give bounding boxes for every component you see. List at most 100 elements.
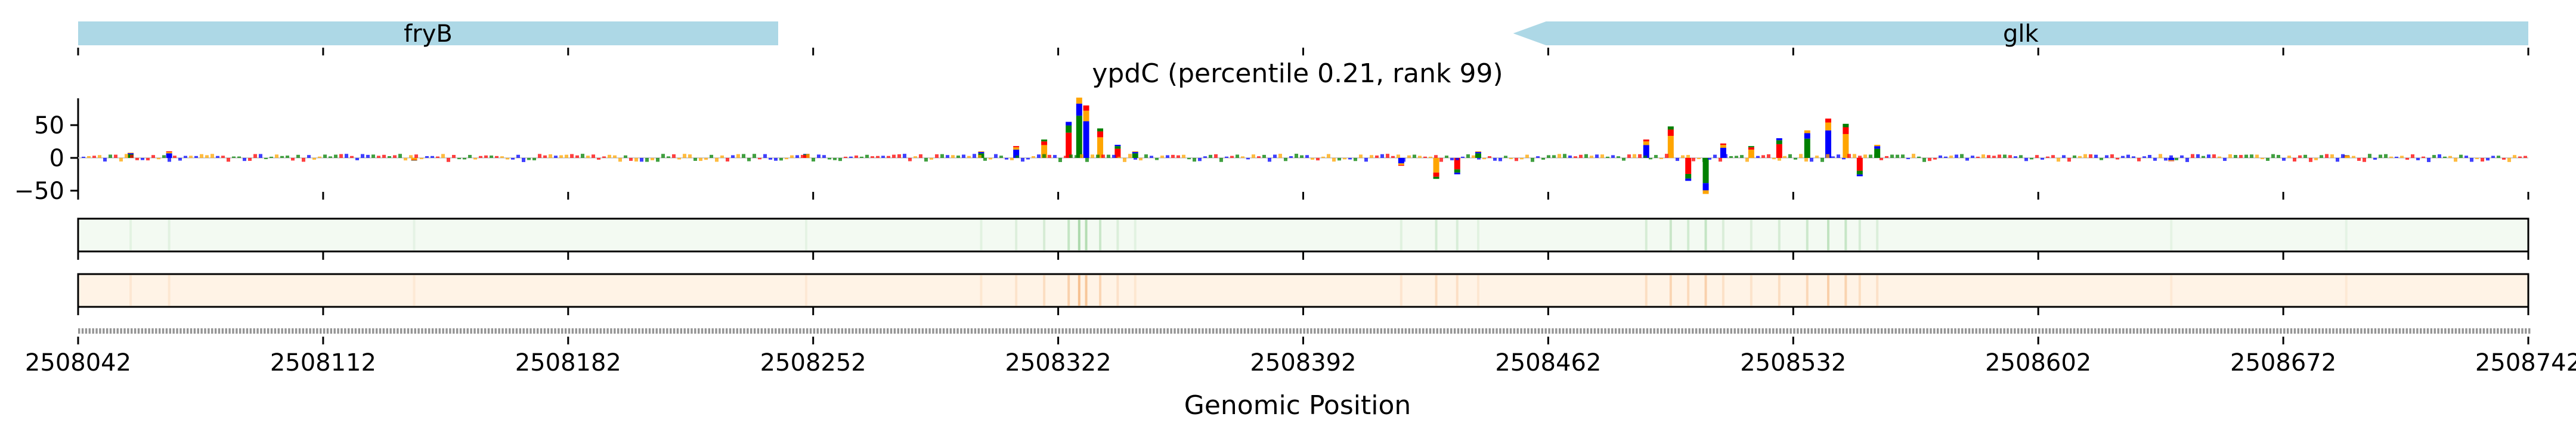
logo-noise-mark	[833, 158, 837, 160]
sequence-letter	[99, 328, 101, 334]
logo-noise-mark	[1332, 158, 1336, 162]
logo-noise-mark	[420, 158, 423, 160]
heatmap-cell	[804, 220, 807, 250]
logo-noise-mark	[1649, 158, 1652, 160]
logo-letter-A	[1066, 125, 1072, 133]
sequence-letter	[1299, 328, 1302, 334]
logo-noise-mark	[2432, 155, 2436, 158]
logo-noise-mark	[1735, 156, 1738, 158]
sequence-letter	[2272, 328, 2275, 334]
sequence-letter	[2441, 328, 2443, 334]
logo-noise-mark	[559, 155, 563, 158]
heatmap-cell	[1067, 275, 1070, 306]
sequence-letter	[2122, 328, 2125, 334]
logo-noise-mark	[924, 158, 928, 162]
logo-noise-mark	[1654, 155, 1658, 158]
logo-noise-mark	[1144, 154, 1148, 158]
gene-track-ticks	[77, 48, 2529, 55]
sequence-letter	[1292, 328, 1295, 334]
logo-noise-mark	[511, 158, 515, 160]
sequence-letter	[1905, 328, 1908, 334]
logo-noise-mark	[1600, 154, 1604, 158]
sequence-letter	[767, 328, 770, 334]
logo-noise-mark	[1300, 155, 1304, 158]
logo-noise-mark	[667, 156, 670, 158]
sequence-letter	[1559, 328, 1561, 334]
sequence-letter	[1912, 328, 1915, 334]
logo-noise-mark	[490, 156, 493, 158]
sequence-letter	[970, 328, 973, 334]
sequence-letter	[501, 328, 504, 334]
sequence-letter	[1821, 328, 1823, 334]
logo-noise-mark	[232, 156, 236, 158]
logo-noise-mark	[742, 154, 745, 158]
sequence-letter	[750, 328, 753, 334]
sequence-letter	[2083, 328, 2086, 334]
heatmap-cell	[980, 220, 983, 250]
logo-noise-mark	[1048, 154, 1051, 158]
heatmap-cell	[1687, 220, 1690, 250]
logo-noise-mark	[1622, 158, 1626, 161]
logo-y-tick-label: 0	[49, 145, 64, 172]
sequence-letter	[1898, 328, 1900, 334]
sequence-letter	[659, 328, 661, 334]
logo-letter-G	[2168, 160, 2175, 161]
logo-noise-mark	[779, 158, 783, 161]
sequence-letter	[2014, 328, 2016, 334]
logo-letter-T	[1776, 144, 1782, 158]
sequence-letter	[208, 328, 210, 334]
sequence-letter	[1306, 328, 1309, 334]
sequence-letter	[2244, 328, 2247, 334]
sequence-letter	[92, 328, 94, 334]
sequence-letter	[711, 328, 714, 334]
logo-noise-mark	[994, 154, 998, 158]
logo-noise-mark	[1321, 156, 1325, 158]
sequence-letter	[2346, 328, 2349, 334]
sequence-letter	[603, 328, 605, 334]
sequence-letter	[365, 328, 367, 334]
sequence-letter	[1373, 328, 1376, 334]
logo-noise-mark	[822, 155, 826, 158]
sequence-letter	[379, 328, 382, 334]
sequence-letter	[1730, 328, 1733, 334]
sequence-letter	[463, 328, 466, 334]
heatmap-cell	[1400, 275, 1402, 306]
sequence-letter	[1709, 328, 1711, 334]
sequence-letter	[1047, 328, 1050, 334]
heatmap-cell	[1116, 220, 1119, 250]
sequence-letter	[1628, 328, 1631, 334]
logo-letter-A	[1856, 170, 1863, 175]
sequence-letter	[515, 328, 518, 334]
logo-noise-mark	[881, 156, 885, 158]
sequence-letter	[487, 328, 490, 334]
sequence-letter	[1415, 328, 1417, 334]
logo-noise-mark	[2448, 156, 2452, 158]
heatmap-cell	[1750, 220, 1753, 250]
logo-noise-mark	[554, 156, 558, 158]
logo-noise-mark	[1407, 155, 1411, 158]
sequence-letter	[831, 328, 833, 334]
logo-noise-mark	[1101, 154, 1105, 158]
sequence-letter	[918, 328, 921, 334]
logo-noise-mark	[2261, 158, 2264, 160]
sequence-letter	[687, 328, 689, 334]
sequence-letter	[320, 328, 322, 334]
logo-noise-mark	[1638, 154, 1642, 158]
sequence-letter	[719, 328, 721, 334]
sequence-letter	[445, 328, 448, 334]
logo-noise-mark	[264, 158, 268, 160]
sequence-letter	[533, 328, 535, 334]
sequence-letter	[2286, 328, 2289, 334]
logo-letter-G	[1643, 141, 1649, 145]
sequence-letter	[2255, 328, 2258, 334]
sequence-letter	[1187, 328, 1190, 334]
sequence-letter	[2115, 328, 2117, 334]
sequence-letter	[1303, 328, 1305, 334]
sequence-letter	[2157, 328, 2160, 334]
logo-noise-mark	[1380, 154, 1384, 158]
sequence-letter	[792, 328, 794, 334]
sequence-letter	[806, 328, 809, 334]
sequence-letter	[109, 328, 112, 334]
logo-noise-mark	[1955, 154, 1958, 158]
sequence-letter	[298, 328, 301, 334]
